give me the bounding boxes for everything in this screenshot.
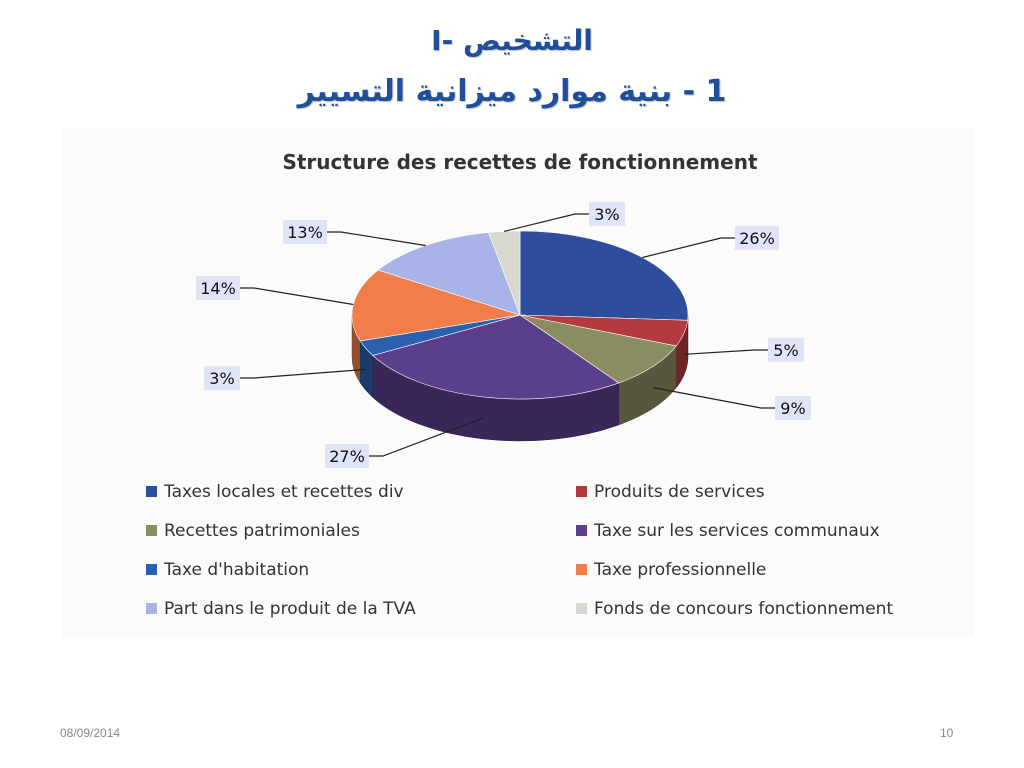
legend: Taxes locales et recettes div Produits de… — [146, 482, 893, 619]
leader-line-0 — [642, 237, 735, 259]
data-label-box-4 — [204, 366, 240, 390]
pie-slice-3 — [372, 314, 620, 400]
leader-line-5 — [240, 287, 354, 306]
data-label-3: 27% — [329, 447, 365, 466]
page-number: 10 — [940, 726, 954, 740]
legend-label-2: Recettes patrimoniales — [164, 521, 360, 541]
leader-line-6 — [327, 231, 426, 247]
legend-swatch-1 — [576, 486, 587, 497]
data-label-2: 9% — [780, 399, 805, 418]
data-label-1: 5% — [773, 341, 798, 360]
data-label-box-2 — [775, 396, 811, 420]
pie-slice-0 — [519, 230, 689, 321]
data-label-box-0 — [735, 226, 779, 250]
data-label-0: 26% — [739, 229, 775, 248]
legend-swatch-0 — [146, 486, 157, 497]
pie-slice-5 — [351, 269, 521, 342]
data-label-box-3 — [325, 444, 369, 468]
leader-line-3 — [369, 417, 484, 457]
legend-label-3: Taxe sur les services communaux — [593, 521, 880, 541]
footer-date: 08/09/2014 — [60, 726, 121, 740]
leader-line-4 — [240, 368, 366, 379]
data-label-box-5 — [196, 276, 240, 300]
legend-swatch-4 — [146, 564, 157, 575]
slide-title-line2: 1 - بنية موارد ميزانية التسيير — [297, 74, 727, 109]
chart-title: Structure des recettes de fonctionnement — [282, 150, 758, 174]
pie-top — [351, 230, 689, 400]
slide-title-line1: I- التشخيص — [431, 24, 593, 57]
data-label-6: 13% — [287, 223, 323, 242]
data-label-4: 3% — [209, 369, 234, 388]
legend-swatch-7 — [576, 603, 587, 614]
data-label-box-7 — [589, 202, 625, 226]
legend-label-5: Taxe professionnelle — [593, 560, 766, 580]
data-label-5: 14% — [200, 279, 236, 298]
data-label-7: 3% — [594, 205, 619, 224]
pie-slice-6 — [377, 232, 521, 316]
legend-label-1: Produits de services — [594, 482, 765, 502]
legend-label-4: Taxe d'habitation — [163, 560, 309, 580]
data-label-box-1 — [768, 338, 804, 362]
legend-swatch-6 — [146, 603, 157, 614]
legend-swatch-5 — [576, 564, 587, 575]
leader-line-7 — [504, 213, 589, 232]
legend-label-6: Part dans le produit de la TVA — [164, 599, 416, 619]
legend-swatch-3 — [576, 525, 587, 536]
legend-label-0: Taxes locales et recettes div — [163, 482, 404, 502]
leader-line-2 — [652, 386, 775, 409]
legend-swatch-2 — [146, 525, 157, 536]
leader-line-1 — [683, 349, 768, 355]
data-label-box-6 — [283, 220, 327, 244]
legend-label-7: Fonds de concours fonctionnement — [594, 599, 893, 619]
pie-slice-2 — [519, 314, 677, 384]
data-labels: 26% 5% 9% 27% 3% 14% 13% 3% — [196, 202, 811, 468]
